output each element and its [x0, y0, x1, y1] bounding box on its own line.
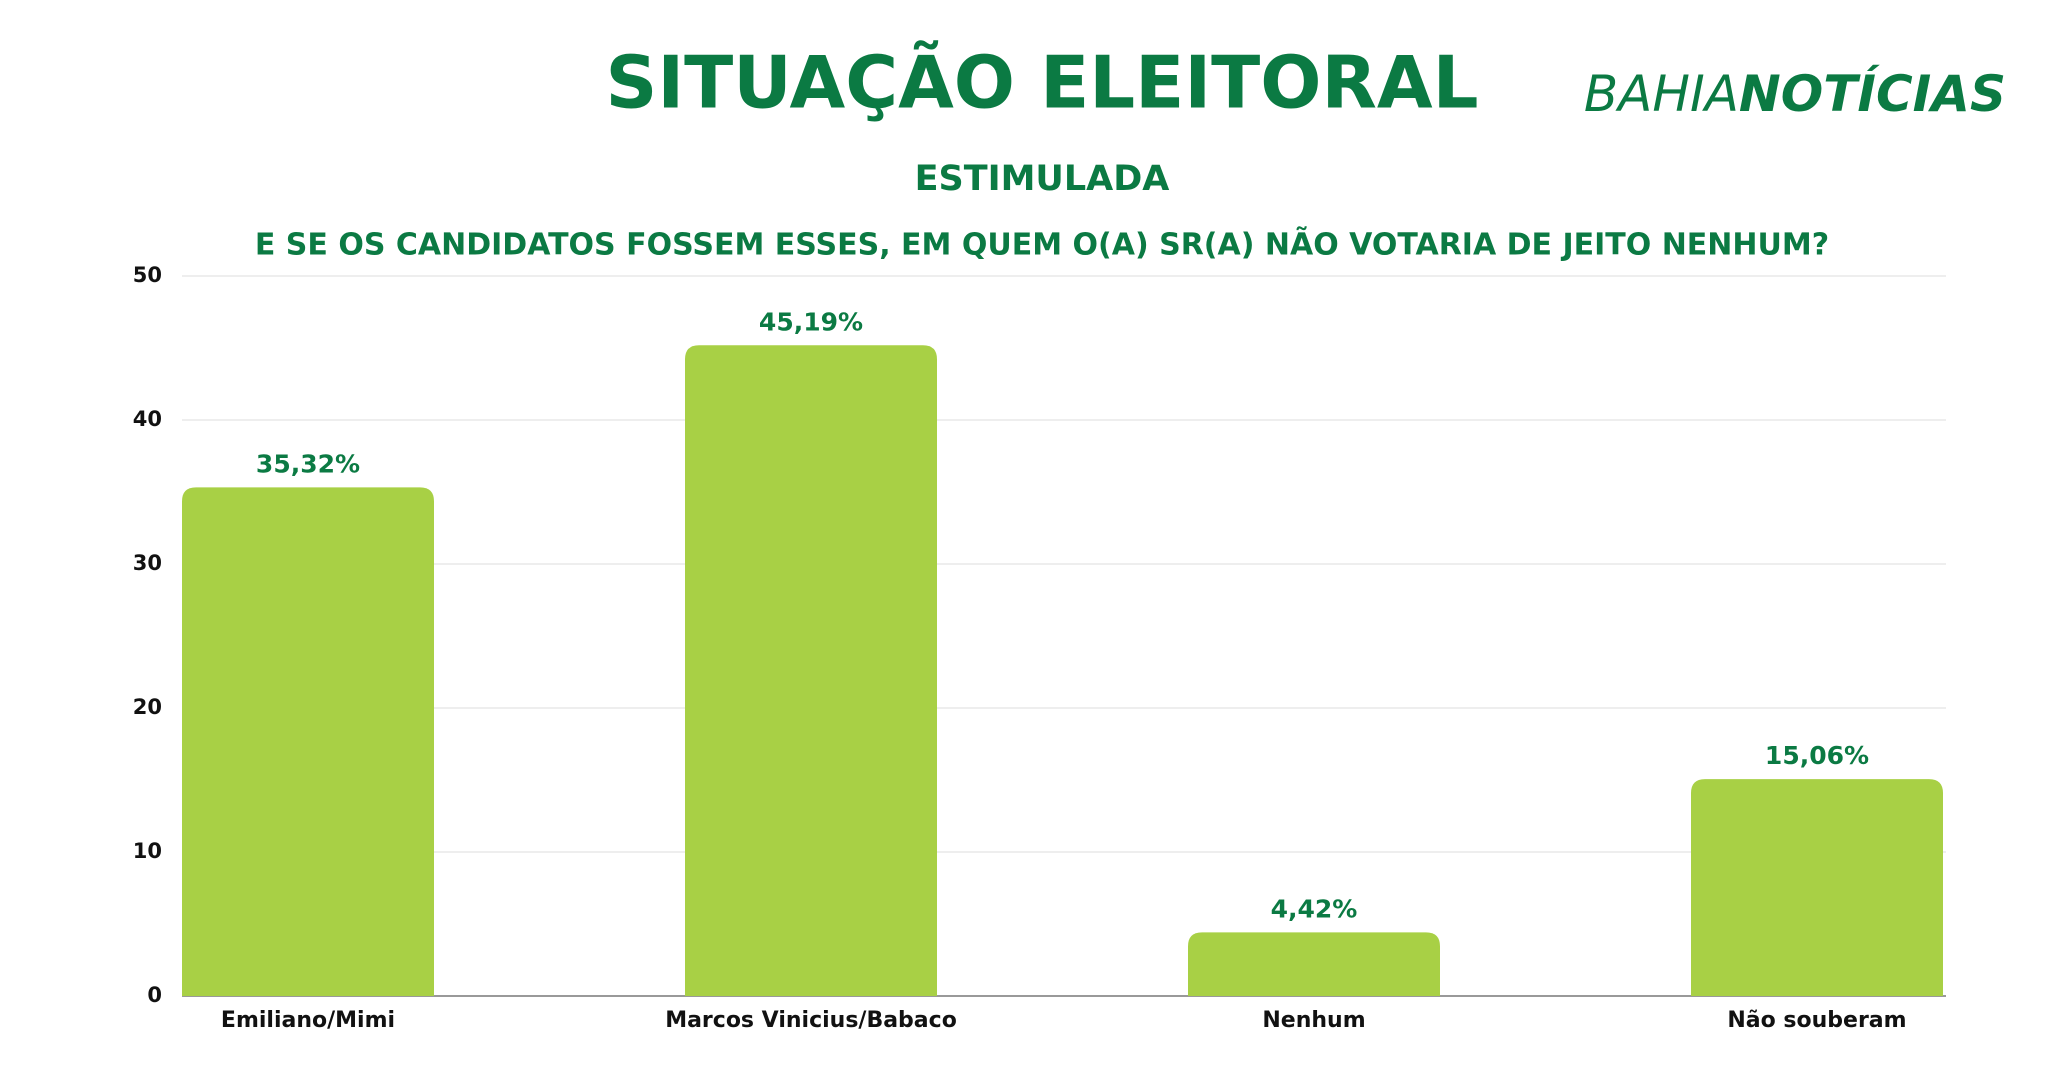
bar	[1188, 932, 1440, 996]
chart-question: E SE OS CANDIDATOS FOSSEM ESSES, EM QUEM…	[255, 226, 1829, 263]
bar	[1691, 779, 1943, 996]
y-tick-label: 40	[133, 407, 162, 431]
y-tick-label: 50	[133, 263, 162, 287]
chart-title: SITUAÇÃO ELEITORAL	[606, 41, 1479, 125]
brand-logo: BAHIANOTÍCIAS	[1584, 64, 2006, 123]
x-tick-label: Não souberam	[1727, 1008, 1906, 1033]
value-label: 45,19%	[759, 307, 863, 336]
value-label: 15,06%	[1765, 741, 1869, 770]
y-tick-label: 0	[147, 983, 162, 1007]
y-tick-label: 20	[133, 695, 162, 719]
x-tick-label: Nenhum	[1262, 1008, 1365, 1033]
y-tick-label: 30	[133, 551, 162, 575]
brand-part1: BAHIA	[1584, 65, 1739, 123]
value-label: 4,42%	[1271, 894, 1358, 923]
brand-part2: NOTÍCIAS	[1739, 64, 2006, 123]
x-tick-label: Marcos Vinicius/Babaco	[665, 1008, 957, 1033]
value-label: 35,32%	[256, 449, 360, 478]
bar	[685, 345, 937, 996]
y-tick-label: 10	[133, 839, 162, 863]
bar	[182, 487, 434, 996]
x-tick-label: Emiliano/Mimi	[221, 1008, 395, 1033]
chart-subtitle: ESTIMULADA	[915, 159, 1170, 199]
